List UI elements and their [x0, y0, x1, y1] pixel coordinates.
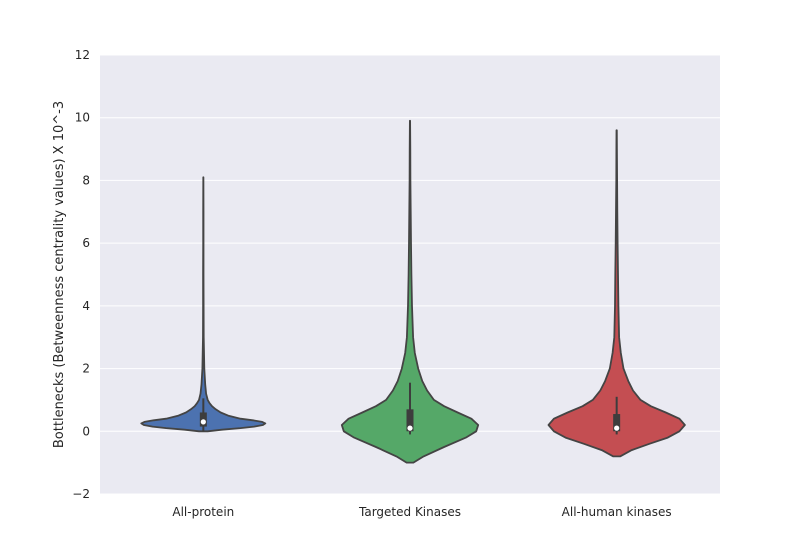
violin-median-dot — [200, 419, 206, 425]
x-tick-label: All-protein — [172, 505, 234, 519]
violin-median-dot — [614, 425, 620, 431]
y-tick-label: 4 — [82, 299, 90, 313]
x-tick-labels: All-protein Targeted Kinases All-human kin… — [172, 505, 671, 519]
y-tick-label: 8 — [82, 173, 90, 187]
x-tick-label: Targeted Kinases — [358, 505, 461, 519]
y-axis-label: Bottlenecks (Betweenness centrality valu… — [52, 101, 67, 448]
violin-body — [547, 129, 686, 458]
violin-iqr-box — [613, 414, 621, 432]
violin-body — [140, 176, 267, 433]
violin-body — [340, 119, 480, 464]
x-tick-label: All-human kinases — [562, 505, 672, 519]
y-tick-label: 0 — [82, 424, 90, 438]
violin-median-dot — [407, 425, 413, 431]
y-tick-label: 6 — [82, 236, 90, 250]
y-tick-label: 12 — [75, 48, 90, 62]
y-tick-labels: −2 0 2 4 6 8 10 12 — [72, 48, 90, 501]
y-tick-label: 2 — [82, 362, 90, 376]
violin-iqr-box — [406, 409, 414, 432]
y-tick-label: 10 — [75, 111, 90, 125]
violins — [140, 119, 686, 464]
y-tick-label: −2 — [72, 487, 90, 501]
